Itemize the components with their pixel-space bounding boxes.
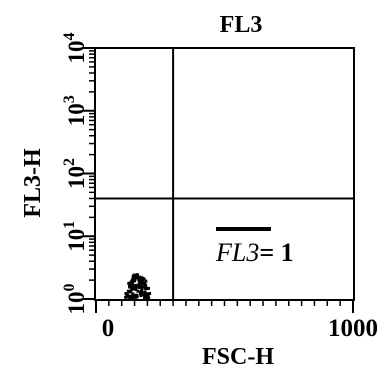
event-dot	[143, 295, 147, 299]
event-dot	[146, 286, 150, 290]
y-axis-ticks	[82, 47, 96, 300]
y-axis-label: FL3-H	[20, 148, 46, 218]
event-dot	[131, 274, 135, 278]
event-dot	[136, 289, 140, 293]
x-tick-label-1000: 1000	[328, 315, 378, 342]
event-dot	[138, 278, 142, 282]
event-dot	[133, 275, 137, 279]
chart-title: FL3	[220, 12, 263, 38]
event-dot	[129, 283, 133, 287]
event-dot	[137, 283, 141, 287]
event-dot	[129, 294, 133, 298]
event-dot	[126, 295, 130, 299]
event-dot	[131, 292, 135, 296]
event-dot	[132, 294, 136, 298]
y-tick-label: 103	[61, 95, 89, 126]
x-axis-label: FSC-H	[202, 344, 274, 370]
annotation-text: FL3= 1	[215, 238, 294, 267]
event-dot	[124, 295, 128, 299]
event-dot	[148, 292, 152, 296]
event-dot	[125, 292, 129, 296]
event-dot	[144, 279, 148, 283]
y-tick-label: 104	[61, 33, 89, 64]
annotation-italic: FL3	[215, 238, 259, 267]
event-dot	[135, 273, 139, 277]
mean-annotation: FL3= 1	[215, 227, 294, 267]
event-dot	[135, 293, 139, 297]
event-dot	[137, 275, 141, 279]
event-dot	[135, 276, 139, 280]
y-tick-label: 101	[61, 221, 89, 252]
event-dot	[133, 286, 137, 290]
event-dot	[140, 290, 144, 294]
annotation-value: = 1	[259, 238, 293, 267]
event-dot	[130, 285, 134, 289]
event-dot	[146, 295, 150, 299]
event-dot	[127, 281, 131, 285]
event-dot	[140, 281, 144, 285]
data-points	[124, 273, 152, 300]
event-dot	[144, 287, 148, 291]
event-dot	[143, 290, 147, 294]
event-dot	[144, 284, 148, 288]
plot-area	[82, 47, 355, 313]
event-dot	[140, 278, 144, 282]
event-dot	[134, 287, 138, 291]
event-dot	[135, 284, 139, 288]
y-tick-label: 100	[61, 284, 89, 315]
event-dot	[128, 290, 132, 294]
y-tick-labels: 100 101 102 103 104	[61, 33, 89, 315]
event-dot	[142, 293, 146, 297]
x-tick-label-0: 0	[102, 315, 115, 342]
x-axis-ticks	[95, 299, 354, 313]
event-dot	[133, 284, 137, 288]
event-dot	[143, 281, 147, 285]
event-dot	[126, 289, 130, 293]
event-dot	[131, 296, 135, 300]
event-dot	[131, 281, 135, 285]
event-dot	[128, 285, 132, 289]
event-dot	[127, 294, 131, 298]
y-tick-label: 102	[61, 158, 89, 189]
event-dot	[132, 279, 136, 283]
event-dot	[140, 287, 144, 291]
event-dot	[139, 294, 143, 298]
